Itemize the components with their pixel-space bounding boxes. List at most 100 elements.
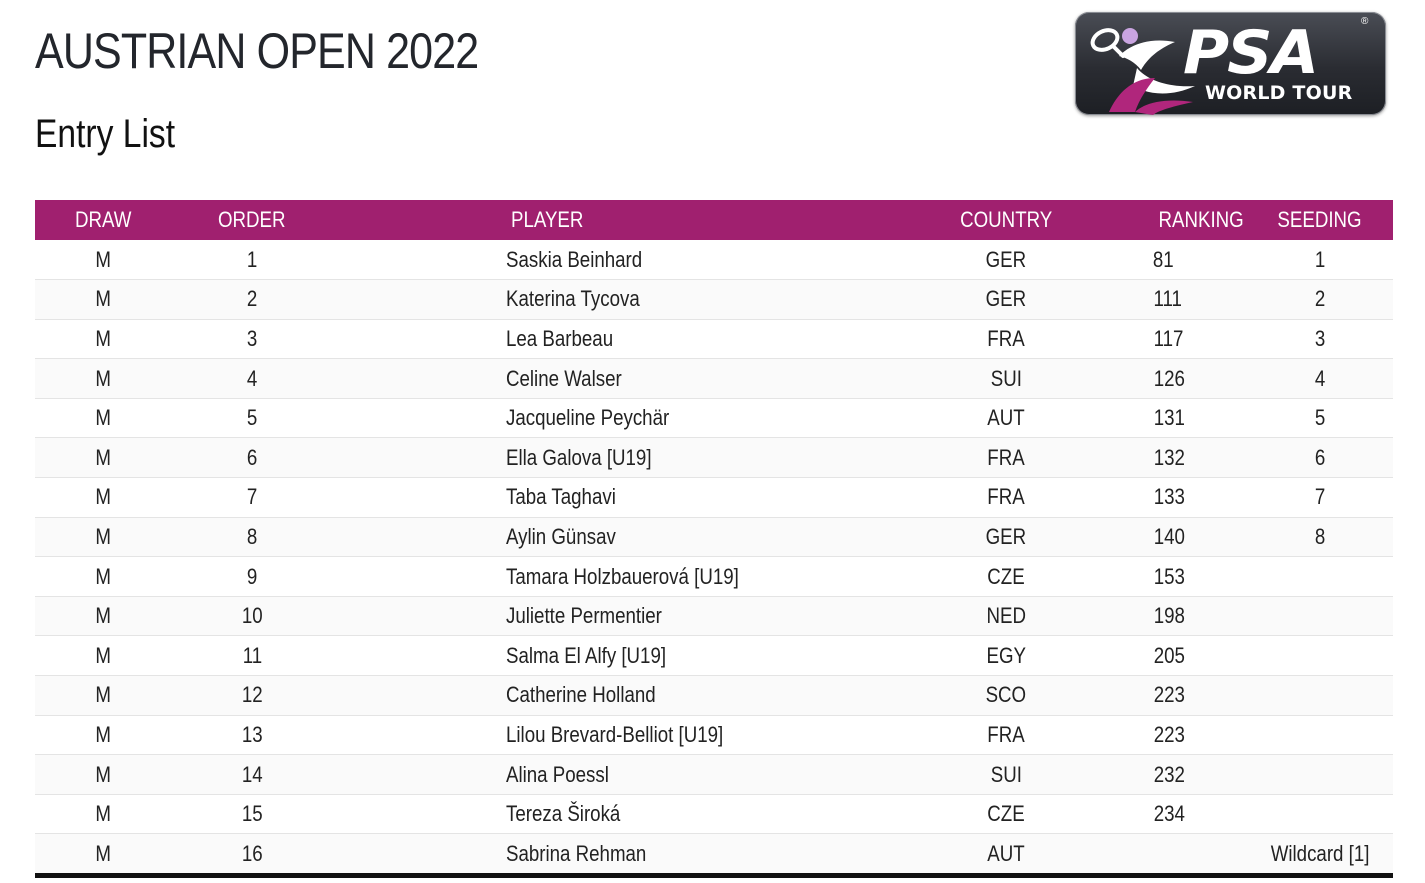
cell-ranking: 205 (1153, 642, 1185, 668)
cell-player: Lea Barbeau (506, 325, 614, 351)
cell-draw: M (95, 801, 111, 827)
cell-player: Jacqueline Peychär (506, 405, 670, 431)
cell-ranking: 198 (1153, 603, 1185, 629)
cell-draw: M (95, 246, 111, 272)
table-row: M 4 Celine Walser SUI 126 4 (35, 358, 1393, 399)
column-header-draw: DRAW (74, 207, 132, 232)
cell-ranking: 234 (1153, 801, 1185, 827)
cell-draw: M (95, 721, 111, 747)
cell-ranking: 111 (1153, 286, 1182, 312)
cell-order: 8 (246, 523, 258, 549)
cell-country: FRA (987, 325, 1025, 351)
cell-draw: M (95, 563, 111, 589)
cell-country: FRA (987, 721, 1025, 747)
cell-country: FRA (987, 444, 1025, 470)
cell-seeding: 7 (1314, 484, 1326, 510)
cell-player: Tamara Holzbauerová [U19] (506, 563, 739, 589)
cell-order: 4 (246, 365, 258, 391)
table-row: M 14 Alina Poessl SUI 232 (35, 754, 1393, 795)
cell-seeding (1167, 755, 1393, 795)
cell-player: Catherine Holland (506, 682, 656, 708)
cell-seeding (1167, 596, 1393, 636)
cell-seeding: Wildcard [1] (1270, 840, 1370, 866)
cell-player: Lilou Brevard-Belliot [U19] (506, 721, 724, 747)
cell-order: 5 (246, 405, 258, 431)
cell-order: 15 (241, 801, 263, 827)
cell-player: Salma El Alfy [U19] (506, 642, 667, 668)
cell-country: SUI (990, 761, 1022, 787)
cell-seeding (1167, 636, 1393, 676)
cell-player: Saskia Beinhard (506, 246, 643, 272)
cell-ranking: 117 (1153, 325, 1184, 351)
cell-country: GER (985, 523, 1027, 549)
cell-draw: M (95, 444, 111, 470)
cell-seeding (1167, 676, 1393, 716)
cell-order: 16 (241, 840, 263, 866)
table-row: M 16 Sabrina Rehman AUT Wildcard [1] (35, 833, 1393, 874)
cell-player: Tereza Široká (506, 801, 621, 827)
table-row: M 7 Taba Taghavi FRA 133 7 (35, 478, 1393, 518)
cell-seeding (1167, 794, 1393, 834)
table-row: M 3 Lea Barbeau FRA 117 3 (35, 319, 1393, 359)
cell-player: Sabrina Rehman (506, 840, 647, 866)
cell-seeding: 3 (1314, 325, 1326, 351)
cell-order: 2 (246, 286, 258, 312)
cell-ranking: 232 (1153, 761, 1185, 787)
cell-player: Ella Galova [U19] (506, 444, 652, 470)
cell-country: SCO (985, 682, 1027, 708)
cell-draw: M (95, 761, 111, 787)
cell-country: CZE (987, 801, 1025, 827)
table-row: M 9 Tamara Holzbauerová [U19] CZE 153 (35, 557, 1393, 597)
column-header-player: PLAYER (511, 207, 584, 232)
cell-draw: M (95, 325, 111, 351)
squash-player-icon (1090, 28, 1195, 115)
cell-country: CZE (987, 563, 1025, 589)
page-subtitle: Entry List (35, 112, 176, 156)
logo-subtitle: WORLD TOUR (1205, 82, 1353, 104)
page-title: AUSTRIAN OPEN 2022 (35, 23, 479, 79)
cell-order: 12 (241, 682, 263, 708)
table-body: M 1 Saskia Beinhard GER 8 1 1 M 2 Katerina Tycova… (35, 240, 1393, 874)
cell-draw: M (95, 603, 111, 629)
cell-ranking: 140 (1153, 523, 1185, 549)
cell-country: GER (985, 286, 1027, 312)
cell-seeding: 4 (1314, 365, 1326, 391)
cell-player: Juliette Permentier (506, 603, 662, 629)
cell-player: Taba Taghavi (506, 484, 616, 510)
column-header-country: COUNTRY (959, 207, 1053, 232)
cell-order: 1 (246, 246, 258, 272)
cell-order: 3 (246, 325, 258, 351)
cell-ranking: 81 (1152, 246, 1174, 272)
cell-country: NED (986, 603, 1026, 629)
table-row: M 15 Tereza Široká CZE 234 (35, 794, 1393, 834)
cell-player: Katerina Tycova (506, 286, 640, 312)
cell-seeding (1167, 557, 1393, 597)
cell-country: EGY (986, 642, 1026, 668)
cell-ranking: 223 (1153, 682, 1185, 708)
cell-ranking: 126 (1153, 365, 1185, 391)
cell-order: 11 (242, 642, 262, 668)
table-row: M 11 Salma El Alfy [U19] EGY 205 (35, 636, 1393, 676)
cell-draw: M (95, 840, 111, 866)
cell-ranking: 131 (1153, 405, 1185, 431)
cell-order: 10 (241, 603, 263, 629)
cell-ranking: 133 (1153, 484, 1185, 510)
table-row: M 8 Aylin Günsav GER 140 8 (35, 517, 1393, 557)
cell-draw: M (95, 365, 111, 391)
table-bottom-border (35, 873, 1393, 878)
table-row: M 1 Saskia Beinhard GER 81 1 (35, 240, 1393, 280)
cell-seeding: 8 (1314, 523, 1326, 549)
cell-draw: M (95, 286, 111, 312)
cell-order: 6 (246, 444, 258, 470)
table-row: M 6 Ella Galova [U19] FRA 132 6 (35, 437, 1393, 478)
cell-ranking (1079, 834, 1167, 874)
cell-draw: M (95, 484, 111, 510)
cell-country: FRA (987, 484, 1025, 510)
cell-ranking: 153 (1153, 563, 1185, 589)
cell-order: 14 (241, 761, 263, 787)
cell-order: 7 (246, 484, 258, 510)
entry-list-table: DRAW ORDER PLAYER COUNTRY RANKING SEEDIN… (35, 200, 1393, 874)
cell-draw: M (95, 642, 111, 668)
table-row: M 10 Juliette Permentier NED 198 (35, 596, 1393, 636)
column-header-order: ORDER (218, 207, 286, 232)
